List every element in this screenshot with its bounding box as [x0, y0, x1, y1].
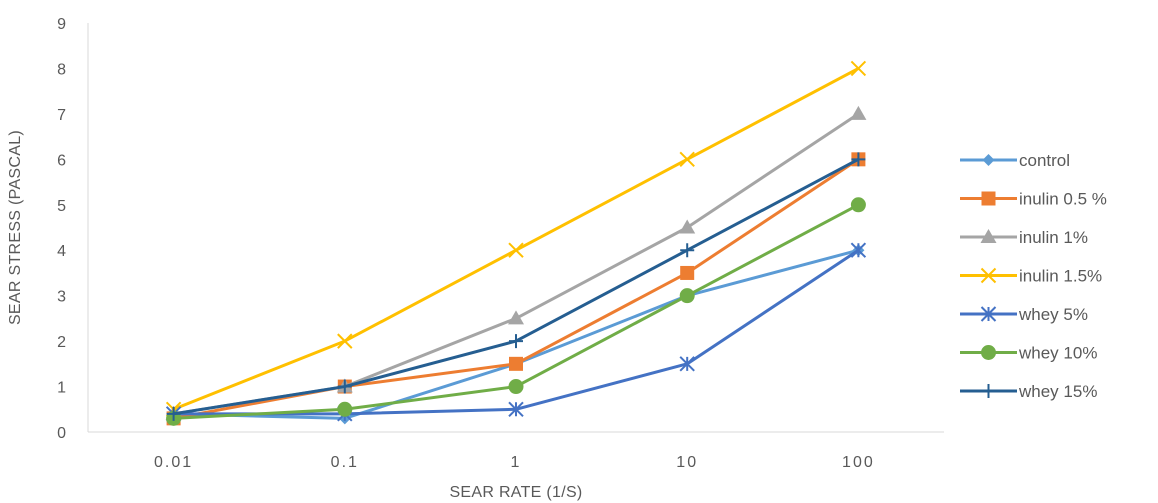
y-tick-label: 5 [57, 198, 66, 215]
x-tick-label: 1 [511, 454, 522, 471]
legend-label: whey 5% [1018, 305, 1088, 324]
marker-legend [980, 229, 997, 243]
series-6 [166, 152, 866, 421]
x-axis-title: SEAR RATE (1/S) [449, 484, 582, 501]
legend-label: whey 15% [1018, 382, 1097, 401]
marker-point [337, 379, 352, 394]
legend-entry: whey 10% [960, 344, 1097, 363]
y-tick-label: 2 [57, 334, 66, 351]
y-tick-label: 6 [57, 152, 66, 169]
series-2 [165, 105, 867, 420]
y-tick-label: 0 [57, 425, 66, 442]
legend-entry: whey 15% [960, 382, 1097, 401]
legend-entry: control [960, 151, 1070, 170]
marker-point [508, 379, 524, 395]
x-axis-ticks: 0.01 0.1 1 10 100 [154, 454, 875, 471]
y-axis-title: SEAR STRESS (PASCAL) [7, 130, 24, 325]
y-tick-label: 8 [57, 61, 66, 78]
y-tick-label: 1 [57, 380, 66, 397]
series-line [173, 158, 860, 416]
marker-point [680, 243, 695, 258]
x-tick-label: 0.01 [154, 454, 193, 471]
y-tick-label: 9 [57, 16, 66, 33]
marker-point [680, 265, 695, 280]
y-tick-label: 7 [57, 107, 66, 124]
marker-point [508, 401, 524, 417]
x-tick-label: 0.1 [331, 454, 359, 471]
legend-label: inulin 1% [1019, 228, 1088, 247]
series-group [165, 60, 867, 426]
legend: control inulin 0.5 % inulin 1% inulin 1.5% w… [960, 151, 1107, 401]
legend-entry: inulin 1% [960, 228, 1088, 247]
legend-entry: inulin 0.5 % [960, 190, 1107, 209]
marker-point [508, 310, 524, 325]
legend-label: control [1019, 151, 1070, 170]
marker-point [508, 242, 524, 258]
marker-legend [981, 384, 996, 398]
marker-point [850, 242, 867, 258]
marker-point [850, 60, 867, 77]
legend-entry: whey 5% [960, 305, 1088, 324]
x-tick-label: 10 [676, 454, 698, 471]
y-axis-ticks: 0 1 2 3 4 5 6 7 8 9 [57, 16, 66, 442]
marker-point [679, 356, 695, 372]
marker-legend [980, 306, 997, 322]
marker-point [679, 219, 696, 234]
marker-point [679, 151, 695, 168]
marker-point [850, 105, 867, 120]
legend-entry: inulin 1.5% [960, 267, 1102, 286]
marker-legend [982, 154, 995, 166]
y-tick-label: 4 [57, 243, 66, 260]
marker-point [850, 197, 866, 213]
marker-point [509, 356, 523, 371]
legend-label: inulin 0.5 % [1019, 190, 1107, 209]
marker-point [509, 334, 523, 349]
marker-point [337, 401, 353, 417]
legend-label: inulin 1.5% [1019, 267, 1102, 286]
legend-label: whey 10% [1018, 344, 1097, 363]
marker-point [679, 288, 695, 304]
marker-legend [981, 191, 996, 206]
marker-point [337, 333, 353, 349]
marker-legend [980, 267, 997, 284]
x-tick-label: 100 [842, 454, 875, 471]
marker-point [166, 406, 181, 421]
marker-point [851, 152, 866, 167]
series-4 [165, 242, 867, 422]
marker-legend [981, 345, 996, 360]
y-tick-label: 3 [57, 289, 66, 306]
